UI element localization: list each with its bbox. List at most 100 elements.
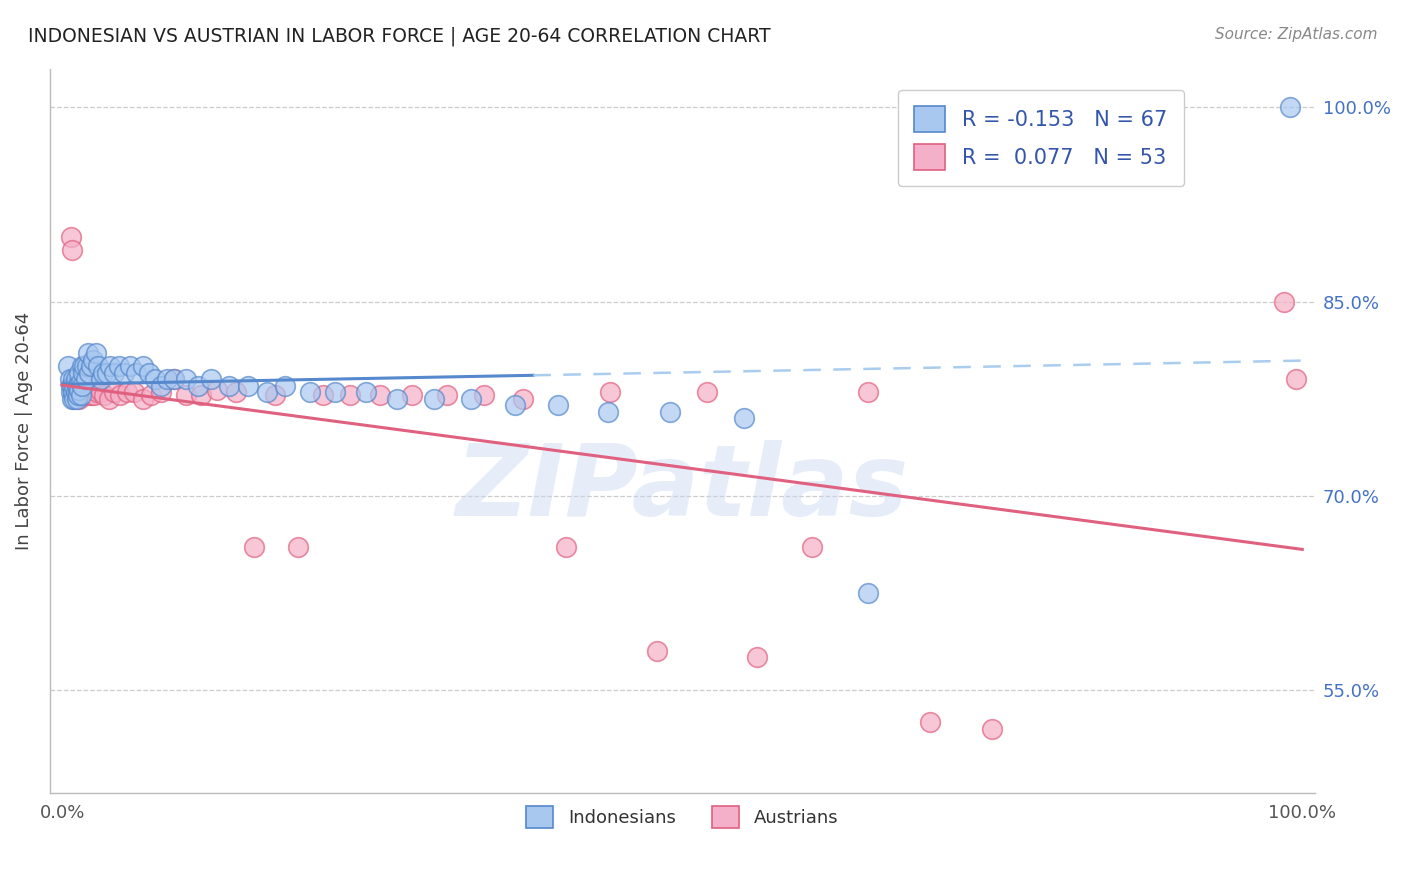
- Point: [63, 392, 86, 406]
- Point: [60, 392, 83, 406]
- Point: [187, 378, 209, 392]
- Point: [58, 372, 80, 386]
- Point: [436, 387, 458, 401]
- Point: [547, 398, 569, 412]
- Point: [174, 372, 197, 386]
- Point: [696, 385, 718, 400]
- Point: [401, 387, 423, 401]
- Point: [108, 359, 131, 374]
- Point: [264, 387, 287, 401]
- Point: [67, 366, 90, 380]
- Point: [70, 387, 93, 401]
- Point: [163, 372, 186, 386]
- Point: [67, 392, 90, 406]
- Point: [96, 366, 118, 380]
- Point: [256, 385, 278, 400]
- Point: [66, 378, 89, 392]
- Point: [59, 378, 82, 392]
- Point: [512, 392, 534, 406]
- Point: [63, 378, 86, 392]
- Point: [60, 378, 83, 392]
- Point: [323, 385, 346, 400]
- Point: [156, 372, 179, 386]
- Point: [84, 346, 107, 360]
- Text: Source: ZipAtlas.com: Source: ZipAtlas.com: [1215, 27, 1378, 42]
- Text: INDONESIAN VS AUSTRIAN IN LABOR FORCE | AGE 20-64 CORRELATION CHART: INDONESIAN VS AUSTRIAN IN LABOR FORCE | …: [28, 27, 770, 46]
- Point: [87, 359, 110, 374]
- Point: [67, 383, 90, 397]
- Point: [115, 385, 138, 400]
- Point: [658, 404, 681, 418]
- Point: [65, 387, 87, 401]
- Point: [225, 385, 247, 400]
- Point: [65, 385, 87, 400]
- Point: [67, 378, 90, 392]
- Point: [125, 366, 148, 380]
- Point: [503, 398, 526, 412]
- Point: [368, 387, 391, 401]
- Point: [1278, 100, 1301, 114]
- Point: [141, 387, 163, 401]
- Point: [76, 366, 98, 380]
- Point: [150, 378, 173, 392]
- Point: [67, 387, 90, 401]
- Point: [274, 378, 297, 392]
- Point: [66, 385, 89, 400]
- Point: [339, 387, 361, 401]
- Point: [920, 715, 942, 730]
- Point: [69, 383, 91, 397]
- Point: [218, 378, 240, 392]
- Point: [354, 385, 377, 400]
- Point: [66, 392, 89, 406]
- Point: [86, 385, 108, 400]
- Point: [59, 385, 82, 400]
- Point: [205, 383, 228, 397]
- Point: [60, 243, 83, 257]
- Point: [89, 385, 111, 400]
- Point: [67, 387, 90, 401]
- Point: [981, 722, 1004, 736]
- Point: [801, 541, 824, 555]
- Point: [1272, 294, 1295, 309]
- Point: [423, 392, 446, 406]
- Point: [73, 387, 96, 401]
- Point: [103, 366, 125, 380]
- Point: [1285, 372, 1308, 386]
- Point: [72, 366, 94, 380]
- Point: [200, 372, 222, 386]
- Point: [72, 366, 94, 380]
- Point: [79, 366, 101, 380]
- Point: [174, 387, 197, 401]
- Point: [131, 392, 153, 406]
- Y-axis label: In Labor Force | Age 20-64: In Labor Force | Age 20-64: [15, 312, 32, 550]
- Point: [190, 387, 212, 401]
- Text: ZIPatlas: ZIPatlas: [456, 441, 908, 537]
- Point: [138, 366, 160, 380]
- Point: [73, 359, 96, 374]
- Point: [143, 372, 166, 386]
- Point: [70, 359, 93, 374]
- Point: [58, 359, 80, 374]
- Point: [98, 392, 121, 406]
- Point: [596, 404, 619, 418]
- Point: [69, 387, 91, 401]
- Point: [131, 359, 153, 374]
- Point: [93, 387, 115, 401]
- Point: [460, 392, 482, 406]
- Point: [79, 387, 101, 401]
- Point: [733, 411, 755, 425]
- Point: [472, 387, 495, 401]
- Point: [69, 375, 91, 389]
- Point: [79, 359, 101, 374]
- Point: [311, 387, 333, 401]
- Point: [856, 385, 879, 400]
- Point: [82, 352, 104, 367]
- Point: [80, 387, 103, 401]
- Point: [77, 346, 100, 360]
- Point: [150, 385, 173, 400]
- Point: [299, 385, 322, 400]
- Point: [63, 387, 86, 401]
- Point: [385, 392, 408, 406]
- Legend: Indonesians, Austrians: Indonesians, Austrians: [519, 798, 845, 835]
- Point: [120, 359, 142, 374]
